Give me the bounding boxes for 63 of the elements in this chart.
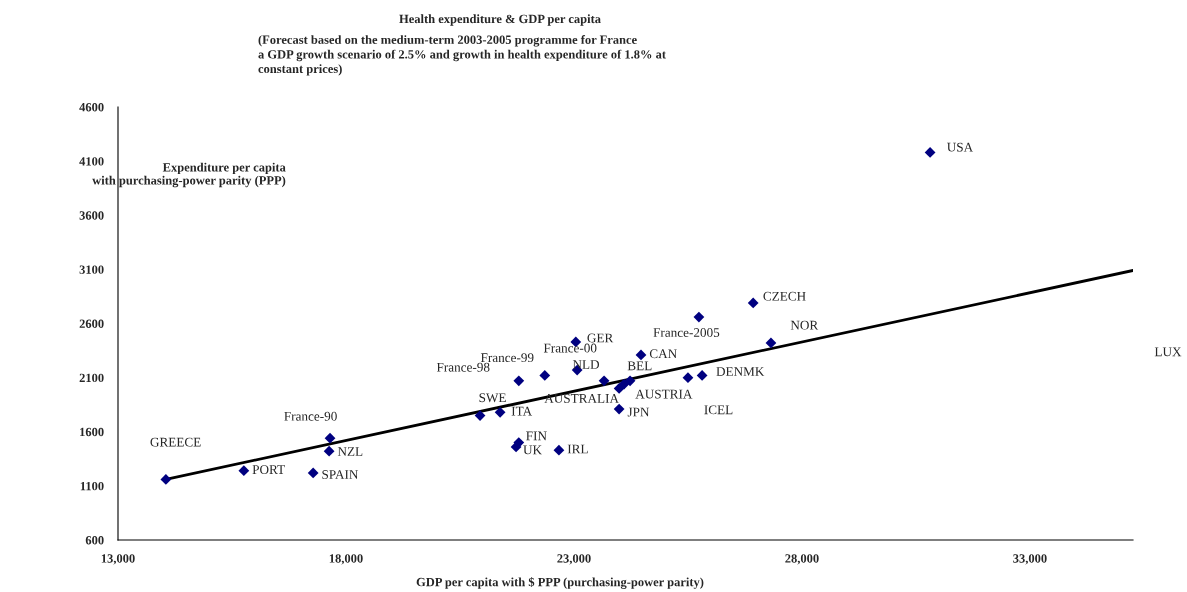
text: LUX	[1154, 347, 1182, 357]
x-tick-label: 28,000	[785, 554, 819, 565]
x-tick-label: 13,000	[101, 554, 135, 565]
point	[924, 147, 936, 158]
annotation: ICEL	[704, 405, 733, 415]
point	[613, 403, 625, 415]
annotation: AUSTRALIA	[544, 394, 619, 403]
annotation: France-98	[436, 362, 490, 372]
annotation: BEL	[627, 361, 652, 371]
point	[613, 383, 625, 394]
annotation: JPN	[627, 407, 650, 417]
annotation: FIN	[526, 431, 547, 441]
point	[693, 311, 705, 323]
annotation: GER	[587, 333, 614, 343]
annotation: PORT	[252, 465, 285, 475]
annotation: IRL	[567, 444, 588, 454]
y-tick-label: 2600	[79, 319, 104, 328]
annotation: France-90	[284, 411, 337, 421]
annotation: AUSTRIA	[635, 389, 693, 399]
point	[747, 297, 759, 309]
point	[513, 375, 525, 387]
point	[635, 349, 647, 361]
chart-subtitle: (Forecast based on the medium-term 2003-2005 programme for France a GDP growth scenario of 2.5% and growth in health expenditure of 1.8% at constant prices)	[258, 35, 666, 76]
x-tick-label: 33,000	[1013, 554, 1047, 565]
annotation: SWE	[479, 393, 506, 403]
annotation: CZECH	[763, 291, 806, 301]
annotation: UK	[523, 445, 542, 455]
annotation: ITA	[511, 406, 533, 416]
point	[307, 467, 319, 479]
annotation: DENMK	[716, 367, 765, 376]
annotation: France-99	[480, 353, 534, 363]
point	[765, 337, 777, 349]
point	[323, 445, 335, 457]
y-tick-label: 1100	[80, 481, 104, 491]
y-tick-label: 4600	[79, 103, 104, 112]
point	[160, 474, 172, 485]
point	[696, 370, 708, 381]
annotation: NOR	[790, 320, 819, 330]
annotation: NLD	[572, 360, 600, 369]
x-axis-title: GDP per capita with $ PPP (purchasing-power parity)	[416, 577, 704, 589]
annotation: USA	[947, 142, 974, 152]
point	[539, 370, 551, 381]
annotation: NZL	[337, 447, 363, 456]
x-tick-label: 23,000	[557, 554, 591, 565]
chart-title: Health expenditure & GDP per capita	[399, 14, 601, 26]
annotation: SPAIN	[322, 470, 359, 479]
point	[682, 372, 694, 383]
point	[598, 375, 610, 387]
annotation: CAN	[649, 349, 677, 359]
x-tick-label: 18,000	[329, 554, 363, 565]
point	[624, 375, 636, 387]
y-tick-label: 2100	[79, 373, 104, 383]
point	[324, 432, 336, 444]
y-tick-label: 3600	[79, 211, 104, 220]
y-tick-label: 600	[85, 536, 104, 545]
annotation: France-2005	[653, 328, 720, 337]
point	[553, 444, 565, 456]
annotation: France-00	[543, 343, 597, 353]
point	[238, 465, 250, 477]
y-tick-label: 1600	[80, 427, 104, 437]
point	[494, 406, 506, 418]
y-tick-label: 3100	[79, 265, 104, 274]
annotation: GREECE	[150, 437, 201, 447]
